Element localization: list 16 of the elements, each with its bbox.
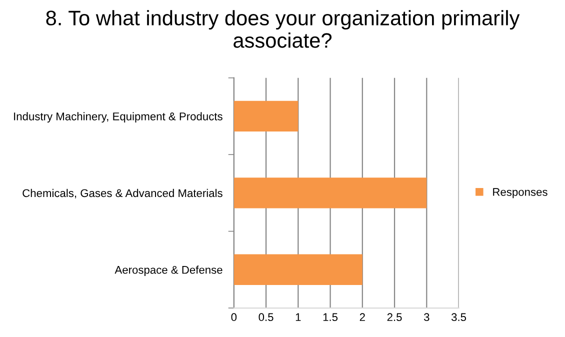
legend-label: Responses [493, 188, 548, 198]
x-tick-label: 3 [424, 313, 430, 322]
x-tick-label: 2.5 [387, 313, 402, 322]
y-tick-label: Aerospace & Defense [114, 266, 222, 276]
bar [234, 178, 427, 208]
bar [234, 254, 362, 285]
x-tick-label: 3.5 [451, 313, 466, 322]
x-tick-label: 0 [231, 313, 237, 322]
x-tick-label: 1.5 [323, 313, 338, 322]
chart-title: 8. To what industry does your organization primarily associate? [46, 10, 520, 48]
y-tick-label: Industry Machinery, Equipment & Products [14, 112, 222, 123]
y-tick-label: Chemicals, Gases & Advanced Materials [22, 188, 222, 198]
bar [234, 100, 298, 132]
x-tick-label: 1 [296, 313, 301, 321]
x-tick-label: 0.5 [258, 313, 274, 322]
x-tick-label: 2 [360, 313, 365, 321]
